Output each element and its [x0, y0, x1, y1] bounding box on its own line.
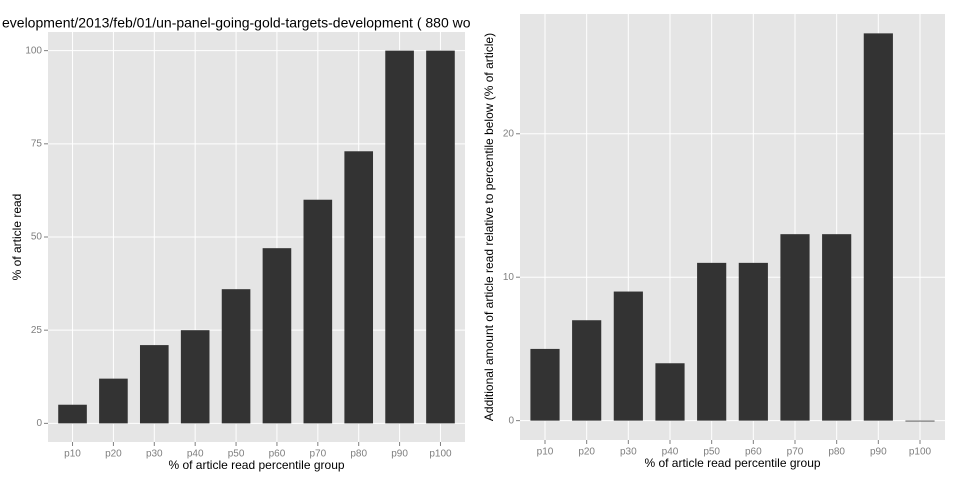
bar: [697, 262, 727, 421]
bar: [655, 363, 685, 421]
chart: 0 25 50 75 100 p10 p20 p30 p40 p50 p60 p70 p80 p90 p10…: [2, 15, 471, 472]
y-tick-label: 50: [31, 232, 43, 243]
x-tick-label: p10: [537, 447, 554, 458]
x-tick-label: p100: [909, 447, 932, 458]
bar: [572, 320, 602, 421]
bar: [780, 234, 810, 421]
y-tick-label: 10: [503, 272, 515, 283]
bar: [905, 420, 935, 422]
x-tick-label: p90: [870, 447, 887, 458]
x-tick-label: p20: [105, 449, 122, 460]
x-axis-title: % of article read percentile group: [644, 456, 820, 470]
y-axis-title: Additional amount of article read relati…: [482, 33, 496, 421]
x-tick-label: p30: [620, 447, 637, 458]
x-tick-label: p40: [662, 447, 679, 458]
bar: [262, 248, 292, 424]
x-tick-label: p80: [828, 447, 845, 458]
bar: [426, 50, 455, 424]
y-tick-label: 20: [503, 128, 515, 139]
x-tick-label: p10: [64, 449, 81, 460]
x-tick-label: p20: [578, 447, 595, 458]
x-tick-label: p50: [228, 449, 245, 460]
y-tick-label: 75: [31, 138, 43, 149]
bar: [863, 33, 893, 421]
bar: [58, 404, 87, 424]
x-tick-label: p60: [269, 449, 286, 460]
x-tick-label: p70: [309, 449, 326, 460]
bar: [221, 289, 251, 424]
y-tick-label: 25: [31, 325, 43, 336]
y-tick-label: 0: [508, 415, 514, 426]
x-tick-label: p50: [703, 447, 720, 458]
bar: [822, 234, 852, 421]
bar: [613, 291, 643, 421]
bar: [139, 345, 169, 424]
y-axis-title: % of article read: [10, 194, 24, 281]
y-tick-label: 100: [25, 45, 42, 56]
x-tick-label: p80: [350, 449, 367, 460]
x-tick-label: p90: [391, 449, 408, 460]
bar: [530, 348, 560, 421]
y-tick-label: 0: [36, 418, 42, 429]
x-axis-title: % of article read percentile group: [168, 458, 344, 472]
x-tick-label: p70: [787, 447, 804, 458]
bar: [303, 199, 333, 424]
x-tick-label: p60: [745, 447, 762, 458]
bar: [180, 330, 210, 424]
bar: [344, 151, 374, 424]
bar: [738, 262, 768, 421]
bar: [99, 378, 128, 424]
chart: 0 10 20 p10 p20 p30 p40 p50 p60 p70 p80 p90 p100 % of…: [482, 14, 945, 470]
chart-title: evelopment/2013/feb/01/un-panel-going-go…: [2, 15, 471, 31]
bar: [385, 50, 414, 424]
x-tick-label: p40: [187, 449, 204, 460]
x-tick-label: p30: [146, 449, 163, 460]
x-tick-label: p100: [429, 449, 452, 460]
